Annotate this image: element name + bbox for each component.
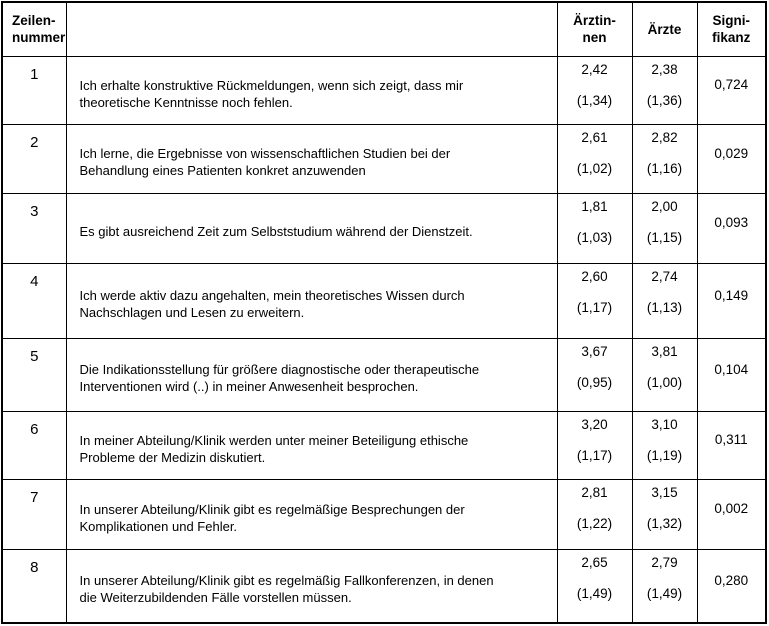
aerzte-mean: 2,38 bbox=[651, 61, 678, 77]
aerztinnen-sd: (1,03) bbox=[576, 229, 613, 245]
aerzte-sd: (1,49) bbox=[646, 585, 683, 601]
aerzte-sd: (1,32) bbox=[646, 515, 683, 531]
aerztinnen-cell: 3,67 (0,95) bbox=[556, 337, 633, 412]
header-row: Zeilen- nummer Ärztin- nen Ärzte Signi- … bbox=[1, 1, 767, 57]
table-row: 6 In meiner Abteilung/Klinik werden unte… bbox=[1, 410, 767, 480]
aerztinnen-sd: (1,49) bbox=[576, 585, 613, 601]
statement-cell: In unserer Abteilung/Klinik gibt es rege… bbox=[65, 548, 558, 624]
signifikanz-cell: 0,724 bbox=[696, 55, 767, 125]
signifikanz-cell: 0,029 bbox=[696, 123, 767, 194]
aerzte-cell: 3,10 (1,19) bbox=[631, 410, 698, 480]
table-row: 3 Es gibt ausreichend Zeit zum Selbststu… bbox=[1, 192, 767, 264]
aerztinnen-cell: 2,42 (1,34) bbox=[556, 55, 633, 125]
aerzte-sd: (1,36) bbox=[646, 92, 683, 108]
row-number: 6 bbox=[1, 410, 67, 480]
aerztinnen-mean: 2,81 bbox=[581, 484, 608, 500]
aerzte-mean: 2,82 bbox=[651, 129, 678, 145]
aerztinnen-sd: (0,95) bbox=[576, 374, 613, 390]
aerzte-cell: 2,74 (1,13) bbox=[631, 262, 698, 339]
aerztinnen-sd: (1,02) bbox=[576, 160, 613, 176]
signifikanz-cell: 0,093 bbox=[696, 192, 767, 264]
aerzte-cell: 2,00 (1,15) bbox=[631, 192, 698, 264]
aerzte-sd: (1,15) bbox=[646, 229, 683, 245]
row-number: 2 bbox=[1, 123, 67, 194]
aerzte-sd: (1,16) bbox=[646, 160, 683, 176]
aerztinnen-cell: 2,65 (1,49) bbox=[556, 548, 633, 624]
signifikanz-cell: 0,104 bbox=[696, 337, 767, 412]
statement-cell: Ich lerne, die Ergebnisse von wissenscha… bbox=[65, 123, 558, 194]
statement-cell: Es gibt ausreichend Zeit zum Selbststudi… bbox=[65, 192, 558, 264]
aerztinnen-cell: 2,81 (1,22) bbox=[556, 478, 633, 550]
aerztinnen-cell: 3,20 (1,17) bbox=[556, 410, 633, 480]
aerzte-mean: 2,79 bbox=[651, 554, 678, 570]
aerztinnen-mean: 1,81 bbox=[581, 198, 608, 214]
aerztinnen-mean: 2,65 bbox=[581, 554, 608, 570]
row-number: 7 bbox=[1, 478, 67, 550]
aerztinnen-sd: (1,17) bbox=[576, 299, 613, 315]
table-row: 7 In unserer Abteilung/Klinik gibt es re… bbox=[1, 478, 767, 550]
header-aerzte: Ärzte bbox=[631, 1, 698, 57]
table-row: 2 Ich lerne, die Ergebnisse von wissensc… bbox=[1, 123, 767, 194]
aerztinnen-sd: (1,22) bbox=[576, 515, 613, 531]
aerzte-mean: 2,74 bbox=[651, 268, 678, 284]
table-row: 8 In unserer Abteilung/Klinik gibt es re… bbox=[1, 548, 767, 624]
aerztinnen-sd: (1,17) bbox=[576, 447, 613, 463]
aerztinnen-mean: 2,60 bbox=[581, 268, 608, 284]
aerzte-mean: 3,10 bbox=[651, 416, 678, 432]
row-number: 4 bbox=[1, 262, 67, 339]
table-row: 1 Ich erhalte konstruktive Rückmeldungen… bbox=[1, 55, 767, 125]
header-signifikanz: Signi- fikanz bbox=[696, 1, 767, 57]
aerzte-cell: 3,81 (1,00) bbox=[631, 337, 698, 412]
statement-cell: Die Indikationsstellung für größere diag… bbox=[65, 337, 558, 412]
header-zeilennummer: Zeilen- nummer bbox=[1, 1, 67, 57]
aerzte-sd: (1,19) bbox=[646, 447, 683, 463]
signifikanz-cell: 0,149 bbox=[696, 262, 767, 339]
aerzte-sd: (1,00) bbox=[646, 374, 683, 390]
aerztinnen-mean: 2,61 bbox=[581, 129, 608, 145]
aerzte-cell: 2,82 (1,16) bbox=[631, 123, 698, 194]
aerztinnen-mean: 2,42 bbox=[581, 61, 608, 77]
signifikanz-cell: 0,002 bbox=[696, 478, 767, 550]
statement-cell: Ich erhalte konstruktive Rückmeldungen, … bbox=[65, 55, 558, 125]
aerzte-cell: 3,15 (1,32) bbox=[631, 478, 698, 550]
row-number: 8 bbox=[1, 548, 67, 624]
aerztinnen-cell: 2,60 (1,17) bbox=[556, 262, 633, 339]
statement-cell: In meiner Abteilung/Klinik werden unter … bbox=[65, 410, 558, 480]
header-statement bbox=[65, 1, 558, 57]
aerzte-mean: 2,00 bbox=[651, 198, 678, 214]
row-number: 3 bbox=[1, 192, 67, 264]
header-aerztinnen: Ärztin- nen bbox=[556, 1, 633, 57]
aerzte-sd: (1,13) bbox=[646, 299, 683, 315]
aerzte-cell: 2,38 (1,36) bbox=[631, 55, 698, 125]
aerztinnen-mean: 3,67 bbox=[581, 343, 608, 359]
table-row: 4 Ich werde aktiv dazu angehalten, mein … bbox=[1, 262, 767, 339]
signifikanz-cell: 0,280 bbox=[696, 548, 767, 624]
row-number: 1 bbox=[1, 55, 67, 125]
aerzte-cell: 2,79 (1,49) bbox=[631, 548, 698, 624]
signifikanz-cell: 0,311 bbox=[696, 410, 767, 480]
table-row: 5 Die Indikationsstellung für größere di… bbox=[1, 337, 767, 412]
aerztinnen-cell: 2,61 (1,02) bbox=[556, 123, 633, 194]
aerzte-mean: 3,81 bbox=[651, 343, 678, 359]
aerztinnen-cell: 1,81 (1,03) bbox=[556, 192, 633, 264]
statement-cell: In unserer Abteilung/Klinik gibt es rege… bbox=[65, 478, 558, 550]
row-number: 5 bbox=[1, 337, 67, 412]
aerztinnen-mean: 3,20 bbox=[581, 416, 608, 432]
statement-cell: Ich werde aktiv dazu angehalten, mein th… bbox=[65, 262, 558, 339]
aerztinnen-sd: (1,34) bbox=[576, 92, 613, 108]
aerzte-mean: 3,15 bbox=[651, 484, 678, 500]
